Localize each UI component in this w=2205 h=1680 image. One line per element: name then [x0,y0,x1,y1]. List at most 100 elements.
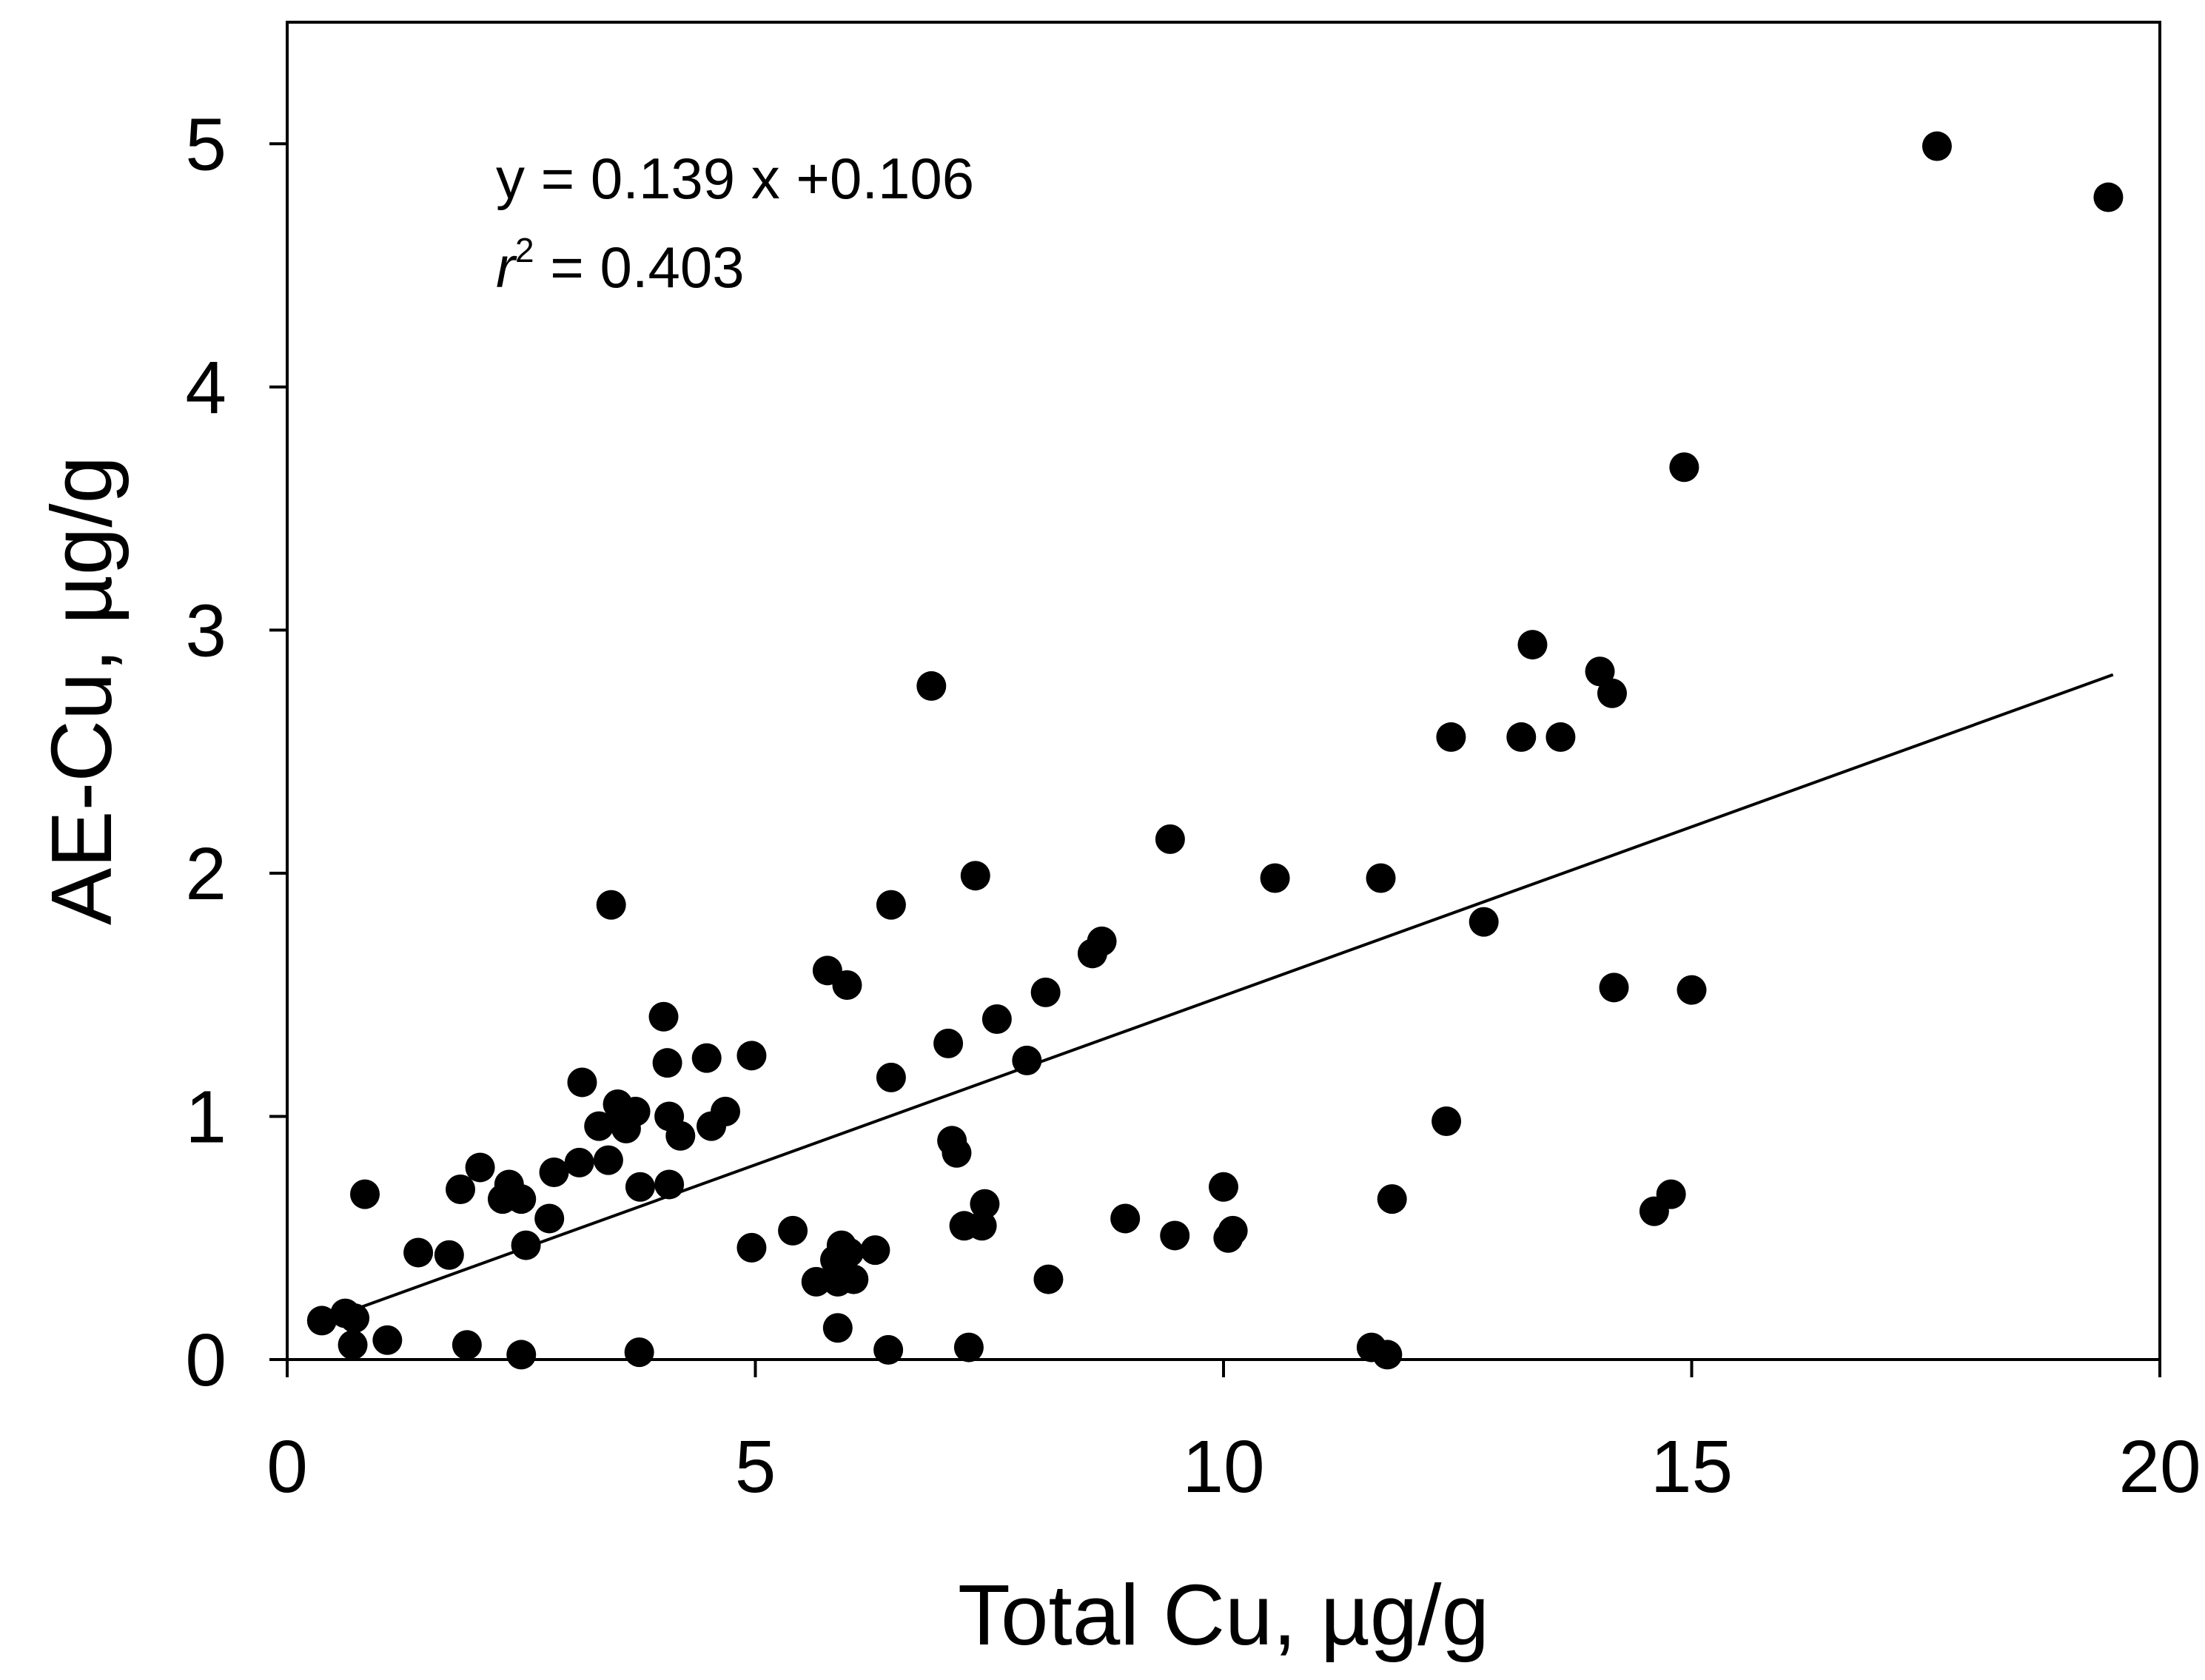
data-point [1469,907,1499,937]
data-point [839,1264,869,1294]
data-point [953,1332,984,1363]
data-point [306,1306,337,1336]
x-axis-ticks: 0 5 10 15 20 [266,1360,2201,1508]
data-point [711,1096,741,1126]
data-point [1155,824,1185,854]
data-point [933,1028,964,1058]
data-point [596,890,626,920]
x-axis-label: Total Cu, µg/g [958,1567,1489,1663]
data-point [1922,131,1952,161]
data-point [506,1340,537,1370]
data-point [648,1001,679,1032]
x-tick-label: 20 [2118,1425,2201,1508]
data-point [1087,926,1117,956]
data-point [534,1203,565,1234]
data-point [1012,1045,1042,1075]
data-point [1585,656,1615,687]
data-point [967,1211,997,1241]
data-point [372,1325,403,1355]
data-point [1599,972,1629,1003]
data-point [736,1041,767,1071]
data-point [511,1230,541,1260]
data-point [652,1048,682,1078]
data-points [306,131,2124,1370]
data-point [340,1303,370,1334]
data-point [1160,1220,1190,1251]
y-tick-label: 4 [185,346,226,429]
data-point [446,1175,476,1205]
data-point [1260,863,1290,893]
data-point [1366,863,1396,893]
y-tick-label: 3 [185,589,226,672]
data-point [822,1313,853,1343]
data-point [691,1043,722,1073]
y-tick-label: 2 [185,833,226,915]
data-point [873,1334,904,1365]
r-exponent: 2 [515,231,534,269]
data-point [876,890,906,920]
data-point [1517,630,1548,660]
data-point [1030,977,1061,1007]
data-point [567,1067,597,1098]
r-squared-annotation: r2 = 0.403 [496,231,745,300]
data-point [736,1232,767,1263]
data-point [778,1215,808,1246]
x-tick-label: 10 [1182,1425,1264,1508]
y-tick-label: 5 [185,103,226,186]
data-point [1218,1215,1248,1246]
data-point [1209,1172,1238,1202]
data-point [981,1004,1012,1035]
x-tick-label: 0 [266,1425,308,1508]
data-point [506,1184,537,1214]
data-point [860,1235,890,1266]
data-point [434,1240,464,1270]
data-point [620,1096,651,1126]
data-point [834,1237,864,1268]
data-point [584,1111,614,1141]
data-point [1377,1184,1407,1214]
regression-layer [352,673,2114,1312]
data-point [625,1172,655,1202]
data-point [1506,722,1537,752]
data-point [349,1179,380,1209]
data-point [970,1189,1000,1219]
data-point [465,1152,495,1183]
data-point [1677,975,1707,1005]
data-point [665,1120,696,1151]
y-tick-label: 1 [185,1075,226,1158]
data-point [624,1337,654,1368]
data-point [1545,722,1576,752]
r-value: = 0.403 [534,235,745,300]
data-point [916,671,947,701]
x-tick-label: 15 [1651,1425,1733,1508]
data-point [1372,1340,1403,1370]
data-point [1110,1203,1141,1234]
data-point [1597,678,1627,708]
data-point [2093,182,2124,212]
data-point [876,1062,906,1092]
r-symbol: r [496,235,517,300]
y-tick-label: 0 [185,1319,226,1402]
data-point [960,861,990,891]
data-point [832,970,862,1001]
y-axis-label: AE-Cu, µg/g [33,456,130,925]
data-point [1656,1179,1686,1209]
data-point [452,1330,482,1360]
data-point [593,1145,623,1175]
data-point [1669,452,1699,483]
data-point [539,1157,569,1188]
data-point [801,1266,831,1297]
data-point [338,1330,368,1360]
data-point [1033,1264,1064,1294]
regression-equation: y = 0.139 x +0.106 [496,146,974,211]
data-point [654,1169,685,1200]
data-point [403,1237,434,1268]
data-point [564,1147,594,1177]
data-point [1432,1106,1462,1137]
y-axis-ticks: 0 1 2 3 4 5 [185,103,287,1402]
data-point [942,1138,972,1168]
regression-line [352,673,2114,1312]
x-tick-label: 5 [735,1425,776,1508]
